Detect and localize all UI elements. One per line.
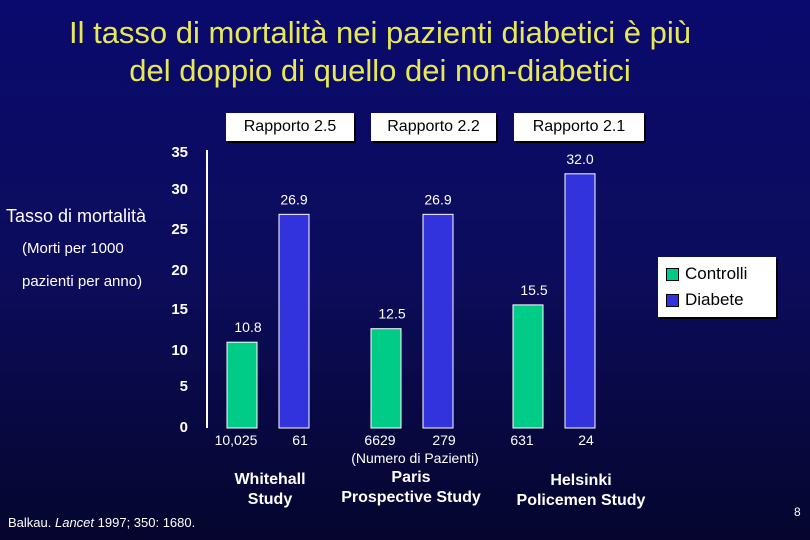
y-axis-label: Tasso di mortalità bbox=[6, 206, 147, 226]
group-name-helsinki-line1: Helsinki bbox=[550, 472, 612, 489]
group-name-helsinki-line2: Policemen Study bbox=[516, 492, 646, 509]
citation-details: 1997; 350: 1680. bbox=[94, 515, 196, 530]
chart-legend: Controlli Diabete bbox=[658, 257, 776, 317]
patient-count-controlli-2: 631 bbox=[510, 432, 534, 448]
ratio-box-whitehall: Rapporto 2.5 bbox=[226, 113, 354, 141]
y-tick-label-35: 35 bbox=[171, 144, 188, 161]
bar-value-label-diabete-1: 26.9 bbox=[424, 191, 451, 207]
ratio-box-helsinki: Rapporto 2.1 bbox=[514, 113, 644, 141]
patient-count-diabete-1: 279 bbox=[432, 432, 456, 448]
group-name-paris-line1: Paris bbox=[391, 469, 431, 486]
legend-swatch-diabete bbox=[666, 293, 679, 307]
bar-diabete-2 bbox=[564, 173, 596, 429]
group-name-paris-line2: Prospective Study bbox=[341, 489, 481, 506]
bar-diabete-1 bbox=[422, 213, 454, 429]
y-tick-label-30: 30 bbox=[171, 181, 188, 198]
citation-journal: Lancet bbox=[54, 515, 95, 530]
group-name-whitehall: Whitehall Study bbox=[210, 470, 330, 510]
legend-label-diabete: Diabete bbox=[685, 290, 744, 309]
legend-label-controlli: Controlli bbox=[685, 264, 748, 283]
bar-controlli-0 bbox=[226, 341, 258, 429]
title-line-2: del doppio di quello dei non-diabetici bbox=[129, 53, 631, 88]
bar-controlli-1 bbox=[370, 328, 402, 429]
y-tick-label-5: 5 bbox=[180, 378, 188, 395]
slide-title: Il tasso di mortalità nei pazienti diabe… bbox=[0, 14, 760, 90]
page-number: 8 bbox=[794, 505, 801, 519]
y-tick-label-20: 20 bbox=[171, 262, 188, 279]
y-tick-label-10: 10 bbox=[171, 342, 188, 359]
y-tick-label-15: 15 bbox=[171, 301, 188, 318]
title-line-1: Il tasso di mortalità nei pazienti diabe… bbox=[68, 15, 692, 50]
bar-value-label-diabete-2: 32.0 bbox=[566, 151, 593, 167]
numero-pazienti-note: (Numero di Pazienti) bbox=[351, 450, 479, 466]
patient-count-controlli-0: 10,025 bbox=[215, 432, 258, 448]
patient-count-diabete-2: 24 bbox=[578, 432, 594, 448]
bar-diabete-0 bbox=[278, 213, 310, 429]
bar-value-label-controlli-2: 15.5 bbox=[520, 282, 547, 298]
y-axis-sublabel-1: (Morti per 1000 bbox=[22, 240, 124, 257]
ratio-box-paris: Rapporto 2.2 bbox=[371, 113, 496, 141]
group-name-whitehall-line2: Study bbox=[247, 491, 293, 508]
y-axis-sublabel-2: pazienti per anno) bbox=[22, 273, 143, 290]
patient-count-controlli-1: 6629 bbox=[364, 432, 395, 448]
citation: Balkau. Lancet 1997; 350: 1680. bbox=[8, 515, 195, 530]
bar-value-label-controlli-1: 12.5 bbox=[378, 306, 405, 322]
legend-swatch-controlli bbox=[666, 267, 679, 281]
bar-controlli-2 bbox=[512, 304, 544, 429]
group-name-paris: Paris Prospective Study bbox=[326, 468, 496, 508]
bar-value-label-diabete-0: 26.9 bbox=[280, 191, 307, 207]
citation-author: Balkau. bbox=[8, 515, 55, 530]
patient-count-diabete-0: 61 bbox=[292, 432, 308, 448]
legend-item-diabete: Diabete bbox=[666, 288, 744, 312]
y-tick-label-25: 25 bbox=[171, 221, 188, 238]
legend-item-controlli: Controlli bbox=[666, 262, 747, 286]
y-tick-label-0: 0 bbox=[180, 419, 188, 436]
bar-value-label-controlli-0: 10.8 bbox=[234, 319, 261, 335]
group-name-helsinki: Helsinki Policemen Study bbox=[500, 471, 662, 511]
group-name-whitehall-line1: Whitehall bbox=[234, 471, 306, 488]
